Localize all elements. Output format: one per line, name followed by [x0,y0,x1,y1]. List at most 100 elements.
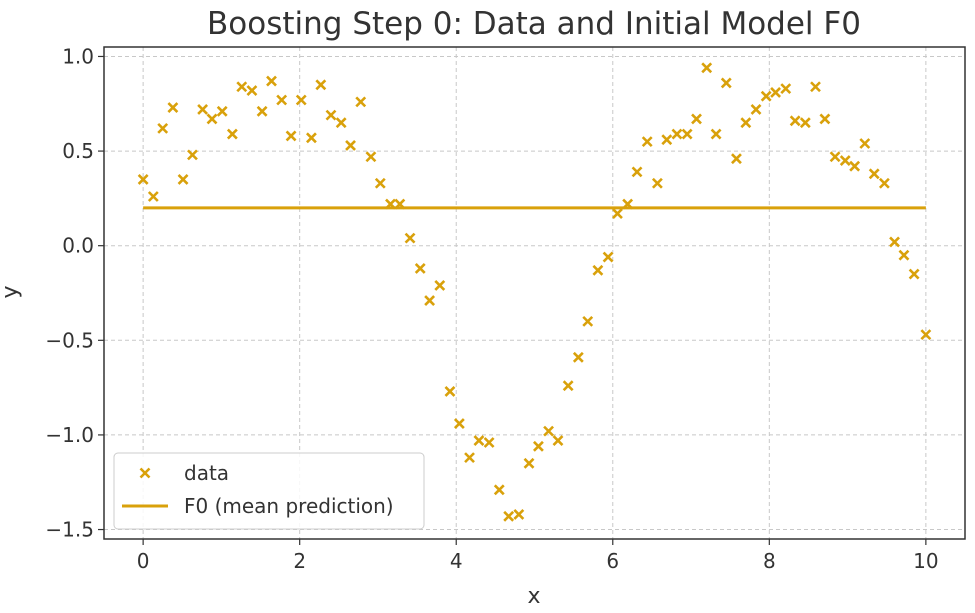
data-point [306,132,317,144]
y-tick-label: 1.0 [62,44,94,68]
data-point [523,457,535,469]
y-tick-label: −1.5 [45,518,94,542]
data-point [444,385,456,397]
data-point [147,191,159,202]
data-point [780,83,792,95]
chart-title: Boosting Step 0: Data and Initial Model … [207,6,861,42]
data-point [691,113,702,125]
data-point [483,437,495,448]
data-point [394,198,406,210]
data-point [503,510,515,522]
data-point [849,160,861,172]
y-axis-label: y [0,285,23,298]
data-point [157,122,169,134]
data-point [295,94,307,106]
data-point [661,134,673,146]
y-tick-label: 0.0 [62,234,94,258]
data-point [285,130,297,142]
y-axis-ticks: 1.0 0.5 0.0 −0.5 −1.0 −1.5 [45,44,104,542]
data-point [513,508,525,520]
data-point [920,329,932,341]
x-tick-label: 6 [606,549,619,573]
data-point [355,96,367,108]
data-point [760,90,772,102]
y-tick-label: −0.5 [45,328,94,352]
data-point [473,435,485,447]
data-point [819,113,831,125]
x-tick-label: 8 [763,549,776,573]
data-point [236,81,248,93]
data-point [829,151,841,163]
data-point [325,109,337,121]
data-point [543,425,555,437]
data-point [612,208,623,219]
data-point [562,380,574,392]
x-axis-ticks: 0 2 4 6 8 10 [137,539,939,573]
legend-box [113,452,425,530]
data-point [424,295,436,306]
x-tick-label: 0 [137,549,150,573]
data-point [878,177,890,189]
data-point [256,105,268,117]
y-tick-label: 0.5 [62,139,94,163]
data-point [365,151,377,163]
data-points [137,62,932,522]
data-point [187,149,198,161]
x-tick-label: 2 [293,549,306,573]
data-point [671,128,683,140]
data-point [710,128,722,140]
data-point [839,155,851,166]
data-point [602,251,614,263]
data-point [731,153,742,165]
data-point [532,440,544,452]
data-point [216,105,228,117]
x-tick-label: 4 [450,549,463,573]
data-point [859,138,871,149]
data-point [246,85,258,96]
legend-marker-data [139,467,151,479]
data-point [770,86,781,98]
data-point [740,117,752,129]
data-point [898,249,910,261]
grid [104,47,965,539]
data-point [414,262,426,274]
x-axis-label: x [527,584,540,609]
legend-x-marker [139,467,151,479]
data-point [493,484,505,496]
data-point [552,435,564,447]
data-point [345,139,356,151]
data-point [889,236,900,248]
data-point [651,177,663,189]
x-tick-label: 10 [913,549,938,573]
data-point [197,104,209,115]
data-point [404,232,416,244]
legend-label-f0: F0 (mean prediction) [184,494,394,518]
data-point [453,418,465,429]
data-point [799,117,811,129]
data-point [335,117,347,129]
y-tick-label: −1.0 [45,423,94,447]
data-point [592,264,604,276]
data-point [177,174,189,185]
plot-frame [103,46,966,540]
data-point [226,128,238,140]
data-point [385,198,396,210]
data-point [464,452,475,464]
data-point [789,115,801,127]
data-point [908,268,920,280]
data-point [631,166,643,178]
data-point [681,128,693,140]
data-point [582,315,594,327]
legend: data F0 (mean prediction) [113,452,425,530]
data-point [315,79,327,91]
data-point [572,351,584,363]
data-point [276,94,288,106]
data-point [206,113,218,125]
data-point [374,177,386,189]
data-point [266,75,277,87]
data-point [641,136,653,148]
legend-label-data: data [184,461,229,485]
data-point [750,104,762,115]
data-point [167,102,179,113]
